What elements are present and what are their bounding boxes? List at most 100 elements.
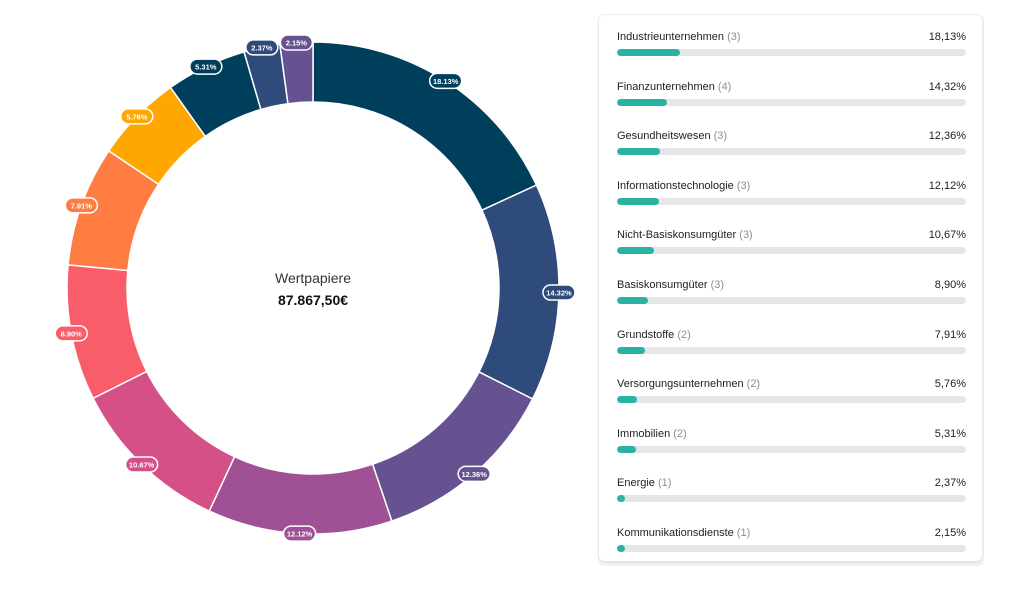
sector-bar-fill [617,148,661,156]
sector-label: Kommunikationsdienste (1) [617,527,750,539]
sector-label: Nicht-Basiskonsumgüter (3) [617,229,753,241]
slice-label-bg [189,58,223,75]
sector-row: Gesundheitswesen (3) 12,36% [617,130,966,158]
sector-bar-track [617,495,966,503]
sector-percentage: 5,76% [934,378,966,391]
slice-label-bg [542,284,576,301]
sector-count: (2) [673,427,687,440]
slice-label-bg [120,108,154,125]
slice-label-bg [282,525,317,542]
sector-bar-fill [617,197,660,205]
sector-count: (3) [739,229,753,242]
sector-bar-track [617,396,966,404]
sector-name: Gesundheitswesen [617,130,711,143]
sector-row: Nicht-Basiskonsumgüter (3) 10,67% [617,229,966,257]
sector-bar-fill [617,495,626,503]
sector-percentage: 2,15% [934,527,966,539]
sector-count: (2) [677,328,691,341]
slice-label-badge: 12.12% [282,525,317,542]
slice-label-badge: 14.32% [542,284,576,301]
donut-slice [371,370,534,522]
sector-label: Immobilien (2) [617,428,687,440]
slice-label-badge: 10.67% [124,456,159,473]
sector-label: Gesundheitswesen (3) [617,130,727,142]
sector-list: Industrieunternehmen (3) 18,13% Finanzunte… [599,15,982,561]
donut-slice [92,370,236,513]
sector-name: Nicht-Basiskonsumgüter [617,229,737,242]
slice-label: 5.76% [126,112,148,121]
slice-label-badge: 5.31% [189,58,223,75]
sector-bar-fill [617,396,638,404]
sector-bar-fill [617,247,655,255]
sector-name: Industrieunternehmen [617,31,725,43]
sector-count: (3) [710,279,725,291]
slice-label-bg [54,325,88,342]
sector-bar-track [617,545,966,552]
sector-percentage: 7,91% [934,328,966,341]
sector-percentage: 10,67% [928,229,966,242]
sector-name: Finanzunternehmen [617,80,715,93]
sector-label: Basiskonsumgüter (3) [617,279,724,291]
sector-percentage: 14,32% [928,80,966,93]
slice-label-bg [428,72,463,90]
sector-bar-fill [617,545,625,552]
center-total-value: 87.867,50€ [277,292,349,308]
sector-row: Finanzunternehmen (4) 14,32% [617,81,966,109]
sector-bar-fill [617,297,649,304]
sector-bar-fill [617,346,645,354]
slice-label: 18.13% [433,77,459,86]
slice-label: 2.15% [286,39,308,48]
slice-label: 10.67% [129,460,155,469]
sector-count: (3) [736,179,751,192]
sector-bar-fill [617,49,681,56]
sector-label: Energie (1) [617,477,671,489]
sector-percentage: 12,36% [928,130,966,143]
slice-label-bg [279,34,314,51]
slice-label: 14.32% [546,288,572,297]
slice-label-bg [64,197,99,214]
sector-count: (1) [736,527,751,539]
sector-label: Informationstechnologie (3) [617,180,750,192]
sector-bar-fill [617,98,667,106]
sector-count: (2) [746,378,761,391]
slice-label-badge: 7.91% [64,197,99,214]
sector-row: Basiskonsumgüter (3) 8,90% [617,279,966,307]
sector-bar-track [617,445,966,453]
donut-slice [208,455,393,535]
donut-slice [312,41,538,212]
sector-percentage: 18,13% [928,31,966,43]
sector-row: Energie (1) 2,37% [617,477,966,505]
sector-name: Informationstechnologie [617,179,734,192]
sector-row: Informationstechnologie (3) 12,12% [617,180,966,208]
slice-label-badge: 18.13% [428,72,463,90]
slice-label: 12.12% [287,530,313,539]
slice-label-badge: 8.90% [54,325,88,342]
sector-bar-track [617,49,966,56]
donut-chart: 18.13% 14.32% 12.36% 12.12% 10.67% 8.90% 7.91%… [54,34,576,542]
sector-count: (3) [713,130,728,143]
slice-label-badge: 2.37% [245,39,279,56]
sector-row: Versorgungsunternehmen (2) 5,76% [617,378,966,406]
sector-percentage: 2,37% [934,477,966,490]
sector-bar-track [617,197,966,205]
sector-bar-track [617,247,966,255]
sector-name: Immobilien [617,427,671,440]
sector-row: Immobilien (2) 5,31% [617,428,966,456]
sector-row: Kommunikationsdienste (1) 2,15% [617,527,966,555]
sector-row: Industrieunternehmen (3) 18,13% [617,31,966,59]
sector-bar-track [617,98,966,106]
sector-name: Kommunikationsdienste [617,527,734,539]
sector-count: (1) [657,477,672,490]
sector-percentage: 5,31% [934,427,966,440]
sector-count: (4) [717,80,732,93]
slice-label: 7.91% [71,201,93,210]
sector-row: Grundstoffe (2) 7,91% [617,329,966,357]
slice-label: 2.37% [251,43,273,52]
slice-label-badge: 5.76% [120,108,154,125]
sector-bar-fill [617,445,636,453]
sector-bar-track [617,346,966,354]
sector-label: Finanzunternehmen (4) [617,81,731,93]
sector-name: Versorgungsunternehmen [617,378,744,391]
sector-name: Grundstoffe [617,328,675,341]
sector-bar-track [617,297,966,304]
